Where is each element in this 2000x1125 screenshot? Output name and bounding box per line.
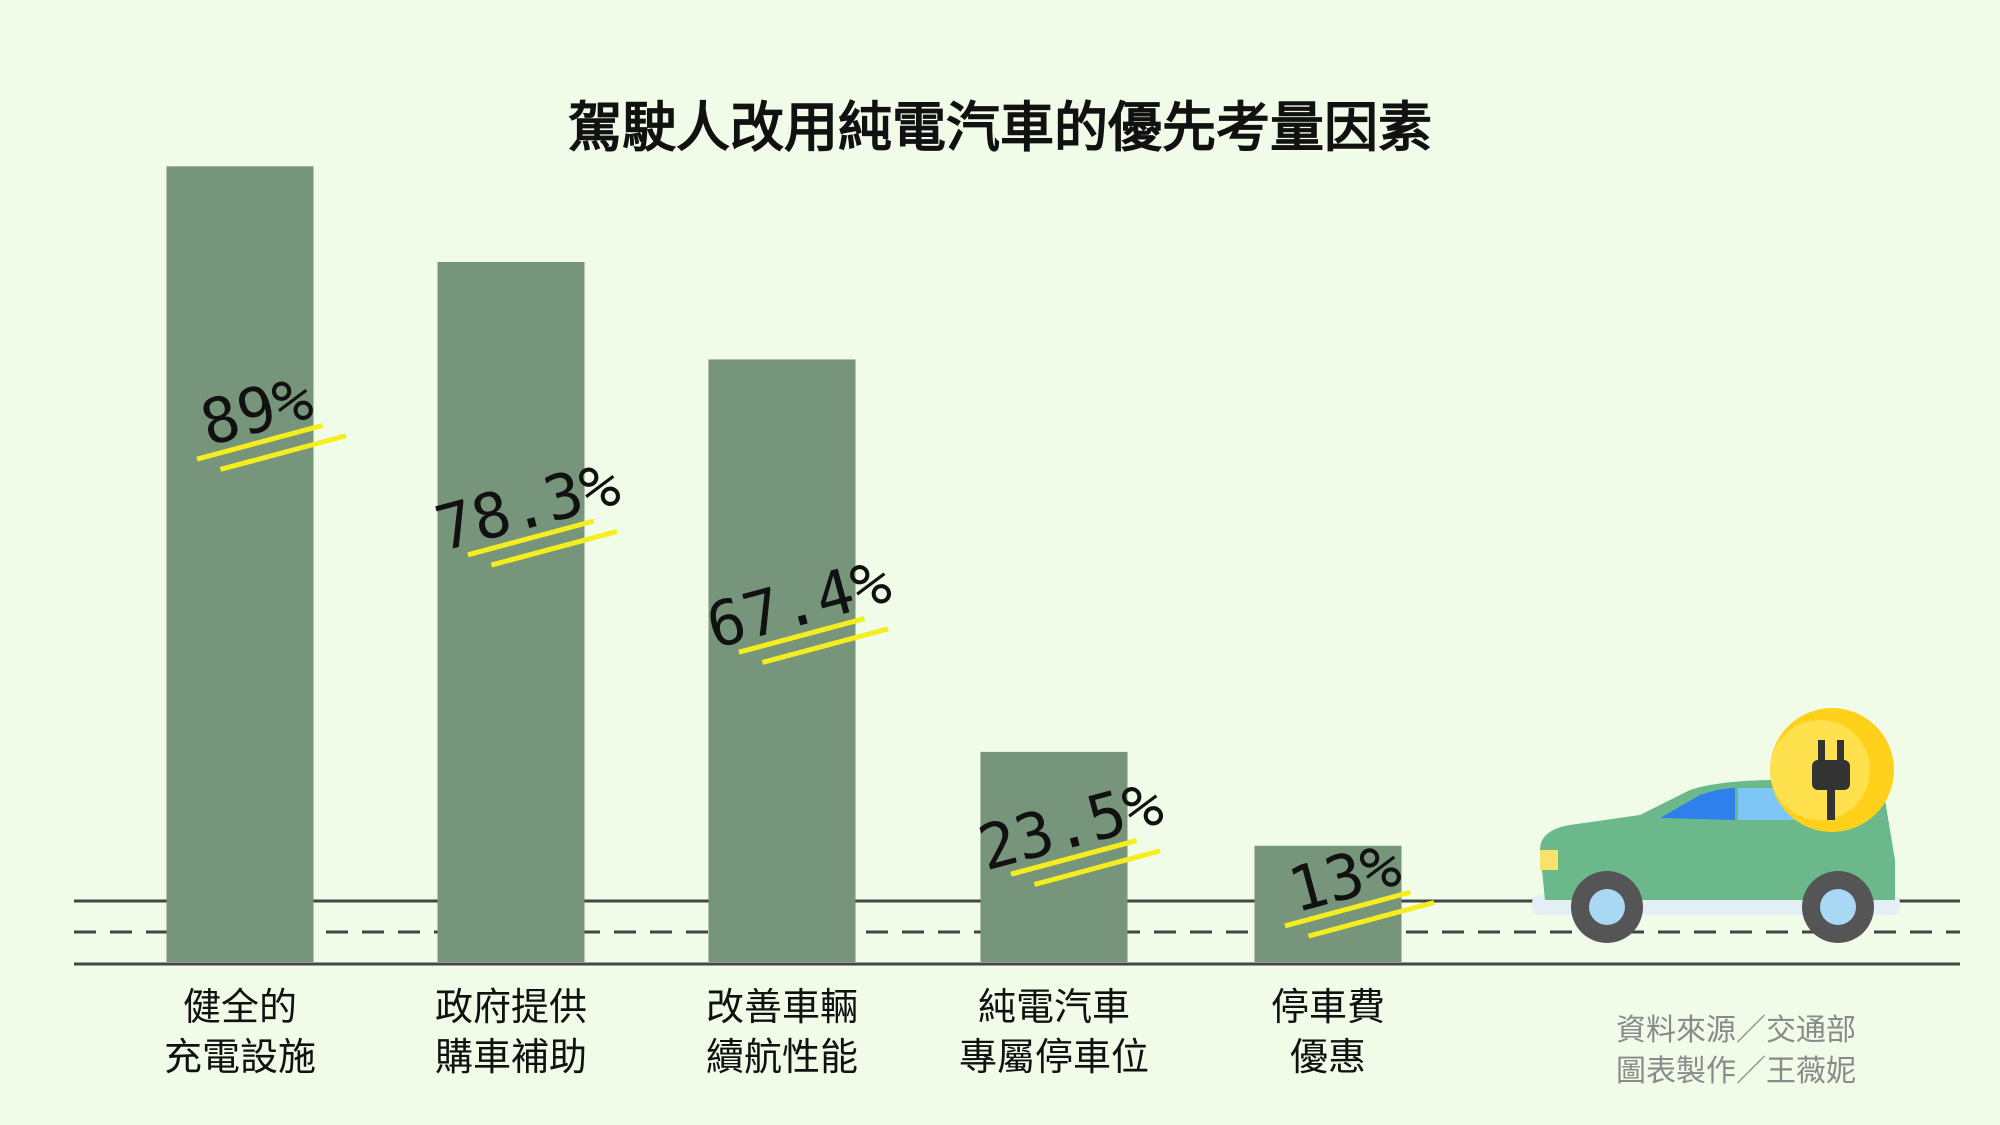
x-tick-label: 政府提供 購車補助 <box>434 985 587 1079</box>
highlight-stroke <box>467 518 595 558</box>
source-note: 資料來源／交通部 <box>1616 1013 1856 1048</box>
chart-title: 駕駛人改用純電汽車的優先考量因素 <box>568 95 1432 159</box>
highlight-stroke <box>196 423 324 462</box>
x-tick-label: 停車費 優惠 <box>1270 985 1385 1079</box>
highlight-stroke <box>1307 900 1435 939</box>
highlight-stroke <box>738 616 866 655</box>
car-icon <box>1532 708 1900 943</box>
bar <box>1254 845 1402 962</box>
highlight-stroke <box>1284 889 1412 929</box>
bar <box>708 359 856 963</box>
highlight-stroke <box>1033 848 1161 887</box>
x-tick-label: 改善車輛 續航性能 <box>705 985 858 1079</box>
bar <box>980 751 1128 962</box>
x-tick-label: 健全的 充電設施 <box>163 985 316 1079</box>
x-tick-label: 純電汽車 專屬停車位 <box>958 985 1149 1079</box>
highlight-stroke <box>1010 838 1138 877</box>
highlight-stroke <box>219 433 347 472</box>
bar <box>166 166 314 963</box>
highlight-stroke <box>761 626 889 665</box>
highlight-stroke <box>490 528 618 568</box>
credit-note: 圖表製作／王薇妮 <box>1616 1054 1856 1089</box>
value-label-group: 13% <box>1281 828 1435 939</box>
bar <box>437 261 585 962</box>
